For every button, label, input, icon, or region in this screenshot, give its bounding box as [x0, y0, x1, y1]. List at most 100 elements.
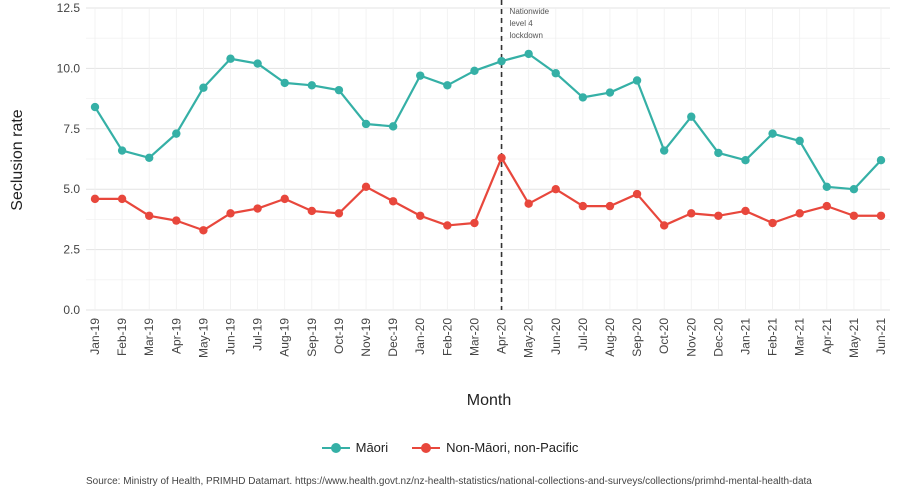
- x-tick-label: May-19: [196, 318, 210, 358]
- y-tick-label: 12.5: [57, 1, 81, 15]
- data-point: [253, 59, 262, 68]
- x-tick-label: Aug-20: [603, 318, 617, 357]
- data-point: [416, 211, 425, 220]
- legend-item-non-maori: Non-Māori, non-Pacific: [412, 440, 578, 455]
- x-tick-label: Apr-20: [495, 318, 509, 354]
- x-tick-label: Feb-19: [115, 318, 129, 356]
- data-point: [795, 209, 804, 218]
- data-point: [172, 129, 181, 138]
- data-point: [90, 194, 100, 204]
- x-tick-label: Sep-19: [305, 318, 319, 357]
- data-point: [659, 221, 669, 230]
- y-tick-label: 7.5: [63, 122, 80, 136]
- data-point: [714, 211, 723, 220]
- series-group: [90, 49, 886, 235]
- x-tick-label: Mar-20: [467, 318, 481, 356]
- line-chart: 0.0 2.5 5.0 7.5 10.0 12.5 Jan-19 Feb-19 Mar-19 A…: [9, 0, 890, 409]
- data-point: [361, 182, 371, 191]
- data-point: [876, 156, 886, 165]
- x-tick-label: Feb-21: [766, 318, 780, 356]
- x-tick-label: Oct-20: [657, 318, 671, 354]
- x-tick-label: Jan-19: [88, 318, 102, 355]
- legend-key-maori: [321, 441, 350, 455]
- data-point: [145, 211, 154, 220]
- data-point: [416, 71, 425, 80]
- lockdown-annotation: Nationwide level 4 lockdown: [500, 0, 550, 310]
- data-point: [687, 112, 696, 121]
- annotation-text: Nationwide: [510, 7, 550, 16]
- data-point: [334, 85, 344, 95]
- data-point: [226, 54, 235, 63]
- series-line-1: [95, 156, 881, 232]
- data-point: [687, 209, 696, 218]
- data-point: [226, 209, 235, 218]
- series-line-0: [94, 52, 882, 191]
- x-tick-label: Jun-20: [549, 318, 563, 355]
- data-point: [280, 194, 289, 204]
- data-point: [795, 136, 804, 146]
- data-point: [497, 153, 506, 162]
- legend-item-maori: Māori: [321, 440, 389, 455]
- x-tick-label: Apr-21: [820, 318, 834, 354]
- data-point: [443, 81, 452, 90]
- data-point: [876, 211, 886, 220]
- y-tick-label: 10.0: [57, 61, 81, 75]
- x-tick-label: Jul-20: [576, 318, 590, 351]
- data-point: [470, 66, 479, 76]
- data-point: [578, 201, 588, 211]
- legend-label-maori: Māori: [355, 440, 389, 455]
- data-point: [605, 88, 615, 97]
- data-point: [822, 182, 831, 191]
- data-point: [280, 78, 289, 88]
- data-point: [145, 153, 154, 162]
- data-point: [524, 199, 533, 208]
- data-point: [849, 185, 859, 194]
- source-note: Source: Ministry of Health, PRIMHD Datam…: [86, 476, 812, 487]
- x-tick-label: Jun-21: [874, 318, 888, 355]
- data-point: [334, 209, 344, 218]
- x-axis-title: Month: [467, 392, 511, 409]
- y-tick-label: 0.0: [63, 303, 80, 317]
- data-point: [307, 81, 317, 90]
- data-point: [90, 102, 100, 112]
- data-point: [741, 156, 750, 165]
- x-tick-label: Oct-19: [332, 318, 346, 354]
- data-point: [172, 216, 181, 225]
- data-point: [361, 119, 371, 129]
- data-point: [199, 226, 208, 235]
- data-point: [768, 129, 777, 138]
- x-tick-label: Dec-19: [386, 318, 400, 357]
- annotation-text: lockdown: [510, 31, 543, 40]
- x-tick-label: Dec-20: [711, 318, 725, 357]
- data-point: [388, 197, 398, 206]
- legend-label-non-maori: Non-Māori, non-Pacific: [446, 440, 579, 455]
- data-point: [551, 185, 560, 194]
- data-point: [578, 93, 588, 102]
- data-point: [632, 76, 642, 85]
- x-tick-labels: Jan-19 Feb-19 Mar-19 Apr-19 May-19 Jun-19 Jul-…: [88, 318, 888, 358]
- legend: Māori Non-Māori, non-Pacific: [0, 440, 900, 455]
- annotation-text: level 4: [510, 19, 534, 28]
- x-tick-label: Jul-19: [251, 318, 265, 351]
- x-tick-label: Aug-19: [278, 318, 292, 357]
- data-point: [253, 204, 262, 213]
- x-tick-label: Nov-20: [684, 318, 698, 357]
- data-point: [714, 148, 723, 158]
- data-point: [497, 56, 506, 66]
- x-tick-label: Apr-19: [169, 318, 183, 354]
- y-tick-label: 2.5: [63, 243, 80, 257]
- data-point: [822, 201, 831, 211]
- x-tick-label: May-20: [522, 318, 536, 358]
- x-tick-label: Mar-21: [793, 318, 807, 356]
- x-tick-label: Mar-19: [142, 318, 156, 356]
- legend-key-non-maori: [412, 441, 441, 455]
- y-tick-label: 5.0: [63, 182, 80, 196]
- y-tick-labels: 0.0 2.5 5.0 7.5 10.0 12.5: [57, 1, 81, 317]
- data-point: [524, 49, 533, 59]
- data-point: [443, 221, 452, 230]
- data-point: [117, 194, 127, 204]
- data-point: [199, 83, 208, 92]
- x-tick-label: Feb-20: [440, 318, 454, 356]
- data-point: [632, 189, 642, 199]
- data-point: [659, 146, 669, 155]
